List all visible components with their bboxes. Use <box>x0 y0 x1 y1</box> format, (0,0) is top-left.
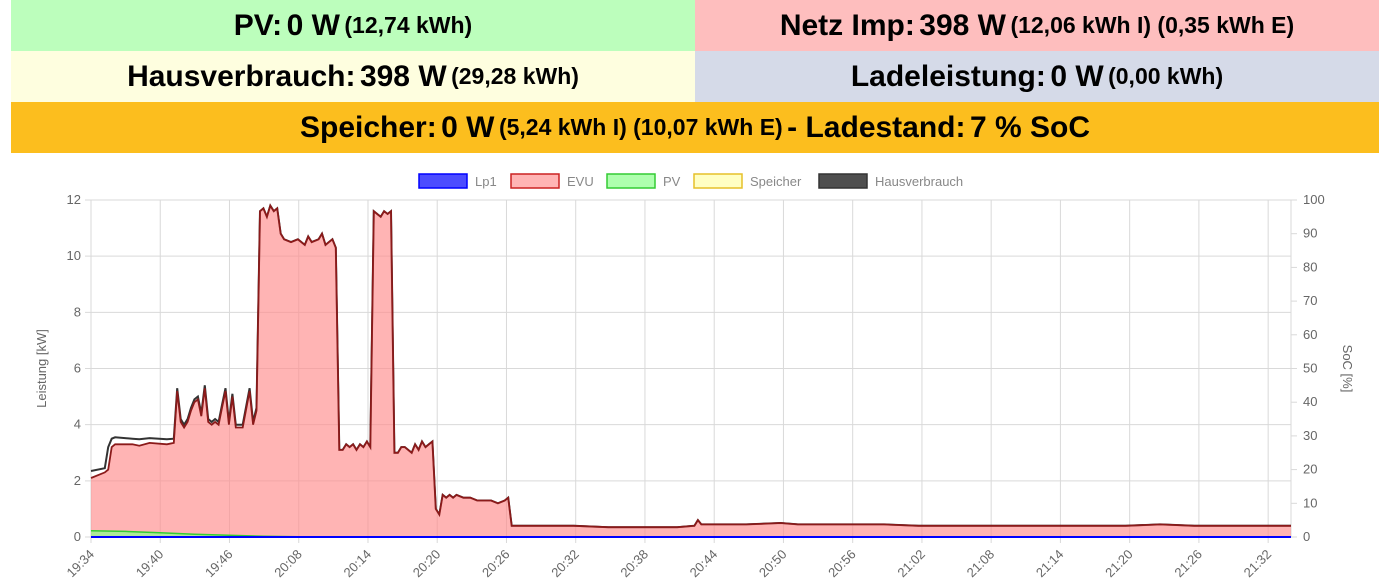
x-tick-label: 21:08 <box>964 547 998 581</box>
pv-label: PV: <box>233 8 283 42</box>
legend-item-evu[interactable]: EVU <box>510 173 594 189</box>
x-tick-label: 20:26 <box>479 547 513 581</box>
tile-speicher: Speicher: 0 W (5,24 kWh I) (10,07 kWh E)… <box>11 102 1379 153</box>
status-tiles: PV: 0 W (12,74 kWh) Netz Imp: 398 W (12,… <box>11 0 1379 153</box>
x-tick-label: 20:44 <box>687 547 721 581</box>
legend-swatch <box>693 173 743 189</box>
x-tick-label: 19:40 <box>133 547 167 581</box>
ladestand-label: - Ladestand: <box>787 110 966 144</box>
haus-detail: (29,28 kWh) <box>451 63 579 89</box>
x-tick-label: 20:14 <box>340 547 374 581</box>
legend-item-speicher[interactable]: Speicher <box>693 173 802 189</box>
tile-pv: PV: 0 W (12,74 kWh) <box>11 0 695 51</box>
lade-detail: (0,00 kWh) <box>1108 63 1224 89</box>
y2-tick-label: 30 <box>1303 428 1317 443</box>
lade-label: Ladeleistung: <box>850 59 1046 93</box>
legend-item-hausverbrauch[interactable]: Hausverbrauch <box>818 173 963 189</box>
y2-tick-label: 10 <box>1303 495 1317 510</box>
speicher-detail: (5,24 kWh I) (10,07 kWh E) <box>498 114 783 140</box>
tile-row-1: PV: 0 W (12,74 kWh) Netz Imp: 398 W (12,… <box>11 0 1379 51</box>
x-tick-label: 21:02 <box>894 547 928 581</box>
x-tick-label: 21:20 <box>1102 547 1136 581</box>
legend-swatch <box>510 173 560 189</box>
chart-legend[interactable]: Lp1 EVU PV Speicher Hausverbrauch <box>418 173 963 189</box>
haus-label: Hausverbrauch: <box>127 59 356 93</box>
pv-detail: (12,74 kWh) <box>344 12 473 38</box>
speicher-label: Speicher: <box>299 110 437 144</box>
x-tick-label: 20:56 <box>825 547 859 581</box>
tile-hausverbrauch: Hausverbrauch: 398 W (29,28 kWh) <box>11 51 695 102</box>
y-tick-label: 12 <box>67 192 81 207</box>
legend-label: Speicher <box>750 174 802 189</box>
x-tick-label: 20:20 <box>410 547 444 581</box>
netz-value: 398 W <box>919 8 1006 42</box>
y-tick-label: 4 <box>74 417 81 432</box>
speicher-value: 0 W <box>441 110 495 144</box>
legend-swatch <box>818 173 868 189</box>
x-tick-label: 21:14 <box>1033 547 1067 581</box>
legend-label: EVU <box>567 174 594 189</box>
legend-label: Lp1 <box>475 174 497 189</box>
series-evu-area <box>91 205 1291 537</box>
netz-detail: (12,06 kWh I) (0,35 kWh E) <box>1010 12 1295 38</box>
y2-tick-label: 100 <box>1303 192 1325 207</box>
y-tick-label: 10 <box>67 248 81 263</box>
legend-item-pv[interactable]: PV <box>606 173 681 189</box>
x-tick-label: 20:08 <box>271 547 305 581</box>
chart-areas <box>90 203 1291 538</box>
x-tick-label: 20:32 <box>548 547 582 581</box>
y-tick-label: 2 <box>74 473 81 488</box>
tile-netz: Netz Imp: 398 W (12,06 kWh I) (0,35 kWh … <box>695 0 1379 51</box>
x-tick-label: 20:38 <box>617 547 651 581</box>
y2-tick-label: 40 <box>1303 394 1317 409</box>
x-tick-label: 20:50 <box>756 547 790 581</box>
y-tick-label: 8 <box>74 304 81 319</box>
y2-tick-label: 80 <box>1303 259 1317 274</box>
y2-axis-title: SoC [%] <box>1340 345 1355 393</box>
legend-label: PV <box>663 174 681 189</box>
y-axis-title: Leistung [kW] <box>34 329 49 408</box>
y-tick-label: 0 <box>74 529 81 544</box>
legend-swatch <box>606 173 656 189</box>
x-tick-label: 19:34 <box>64 547 98 581</box>
legend-label: Hausverbrauch <box>875 174 963 189</box>
y2-tick-label: 50 <box>1303 361 1317 376</box>
tile-row-3: Speicher: 0 W (5,24 kWh I) (10,07 kWh E)… <box>11 102 1379 153</box>
x-tick-label: 21:26 <box>1171 547 1205 581</box>
pv-value: 0 W <box>286 8 340 42</box>
legend-swatch <box>418 173 468 189</box>
y-tick-label: 6 <box>74 361 81 376</box>
y2-tick-label: 0 <box>1303 529 1310 544</box>
tile-row-2: Hausverbrauch: 398 W (29,28 kWh) Ladelei… <box>11 51 1379 102</box>
y2-tick-label: 20 <box>1303 462 1317 477</box>
y2-tick-label: 90 <box>1303 226 1317 241</box>
legend-item-lp1[interactable]: Lp1 <box>418 173 497 189</box>
netz-label: Netz Imp: <box>779 8 915 42</box>
haus-value: 398 W <box>359 59 447 93</box>
tile-ladeleistung: Ladeleistung: 0 W (0,00 kWh) <box>695 51 1379 102</box>
series-evu-line <box>90 203 1291 529</box>
y2-tick-label: 60 <box>1303 327 1317 342</box>
y2-tick-label: 70 <box>1303 293 1317 308</box>
soc-value: 7 % SoC <box>969 110 1090 144</box>
power-chart: 0 2 4 6 8 10 12 0 10 20 30 40 50 60 70 80 90 100 19:34 19:4… <box>34 173 1355 581</box>
x-tick-label: 19:46 <box>202 547 236 581</box>
lade-value: 0 W <box>1050 59 1104 93</box>
x-tick-label: 21:32 <box>1241 547 1275 581</box>
